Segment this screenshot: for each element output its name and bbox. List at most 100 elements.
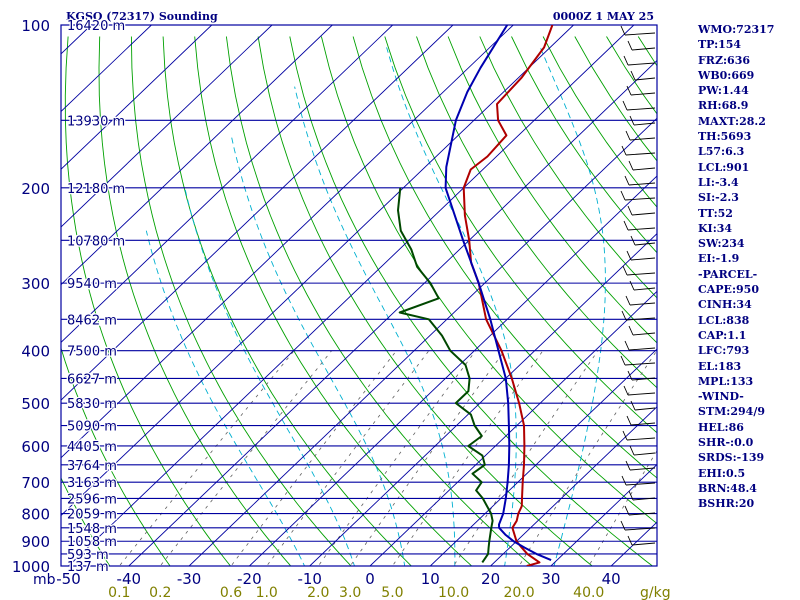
dry-adiabat — [384, 36, 657, 434]
wind-barb — [629, 115, 635, 126]
wind-barb — [627, 62, 656, 66]
isotherm — [61, 25, 574, 517]
wind-barb — [632, 167, 656, 171]
wind-barb — [628, 347, 656, 351]
mixing-ratio-line — [159, 350, 332, 566]
pressure-tick-label: 700 — [21, 474, 50, 492]
stat-item: EL:183 — [698, 359, 742, 373]
mixing-ratio-line — [518, 350, 657, 566]
stat-item: TT:52 — [698, 206, 733, 220]
isotherm — [128, 59, 657, 566]
isotherm — [309, 233, 657, 566]
height-label: 10780 m — [67, 234, 125, 249]
pressure-tick-label: 300 — [21, 275, 50, 293]
mixing-ratio-line — [317, 350, 477, 566]
height-label: 6627 m — [67, 372, 117, 387]
wind-barb — [628, 325, 634, 336]
mixing-ratio-tick-label: 0.1 — [108, 585, 130, 600]
stat-item: CAPE:950 — [698, 283, 759, 297]
mixing-ratio-tick-label: 20.0 — [503, 585, 534, 600]
dry-adiabat — [194, 36, 473, 566]
wind-barb — [620, 355, 626, 366]
pressure-tick-label: 600 — [21, 438, 50, 456]
height-label: 3764 m — [67, 459, 117, 474]
dewpoint-trace — [397, 187, 494, 563]
parcel-trace — [444, 25, 552, 562]
stat-item: SI:-2.3 — [698, 191, 739, 205]
wind-barb — [621, 310, 627, 321]
wind-barb — [624, 362, 656, 366]
dry-adiabat — [479, 36, 657, 299]
pressure-tick-label: 1000 — [12, 558, 50, 576]
wind-barb — [629, 467, 656, 471]
wind-barb — [626, 107, 656, 111]
wind-barb — [623, 220, 629, 231]
mixing-ratio-tick-label: 10.0 — [438, 585, 469, 600]
stat-item: SHR-:0.0 — [698, 436, 754, 450]
wind-barb — [620, 190, 626, 201]
sounding-traces — [397, 25, 554, 566]
stat-item: EI:-1.9 — [698, 252, 740, 266]
wind-barb — [624, 505, 630, 516]
wind-barb — [634, 242, 656, 246]
wind-barb — [628, 512, 656, 516]
temperature-tick-label: 30 — [541, 570, 560, 588]
wind-barb — [626, 250, 632, 261]
stat-item: SW:234 — [698, 237, 745, 251]
pressure-tick-label: 400 — [21, 343, 50, 361]
wind-barb — [627, 40, 633, 51]
wind-barb — [623, 385, 629, 396]
temperature-tick-label: -30 — [177, 570, 202, 588]
wind-barb — [633, 122, 656, 126]
wind-barb — [626, 437, 656, 441]
wind-barb — [629, 302, 656, 306]
isotherm — [61, 25, 273, 228]
wind-barb — [621, 145, 627, 156]
wind-barb — [621, 475, 627, 486]
height-label: 2596 m — [67, 492, 117, 507]
isotherm — [61, 25, 454, 401]
isotherm — [429, 348, 657, 566]
wind-barb — [634, 407, 656, 411]
wind-barb — [631, 212, 656, 216]
stat-item: PW:1.44 — [698, 84, 749, 98]
temperature-tick-label: 20 — [481, 570, 500, 588]
dry-adiabat — [416, 36, 657, 389]
wind-barbs — [620, 25, 656, 546]
dry-adiabat — [225, 36, 533, 566]
mixing-ratio-line — [349, 350, 506, 566]
isotherm — [61, 25, 213, 170]
stat-item: WB0:669 — [698, 68, 755, 82]
stat-item: TH:5693 — [698, 130, 752, 144]
wind-barb — [631, 47, 656, 51]
wind-barb — [622, 100, 628, 111]
chart-title: KGSO (72317) Sounding — [66, 10, 218, 23]
isotherm — [68, 25, 635, 566]
stat-item: BSHR:20 — [698, 497, 755, 511]
temperature-trace — [462, 25, 554, 566]
height-label: 5830 m — [67, 397, 117, 412]
wind-barb — [634, 77, 656, 81]
height-label: 13930 m — [67, 114, 125, 129]
stat-item: CAP:1.1 — [698, 328, 747, 342]
mixing-ratio-tick-label: 2.0 — [307, 585, 329, 600]
mixing-ratio-tick-label: 40.0 — [573, 585, 604, 600]
mixing-ratio-line — [118, 350, 295, 566]
dry-adiabat — [447, 36, 657, 344]
stat-item: LCL:901 — [698, 160, 750, 174]
isotherm — [61, 25, 514, 459]
height-label: 16420 m — [67, 19, 125, 34]
dry-adiabat — [64, 36, 231, 566]
wind-barb — [620, 25, 626, 36]
wind-barb — [625, 460, 631, 471]
dry-adiabat — [61, 476, 111, 566]
wind-barb — [624, 32, 656, 36]
height-label: 1058 m — [67, 535, 117, 550]
stat-item: -PARCEL- — [698, 267, 758, 281]
wind-barb — [626, 272, 656, 276]
wind-barb — [627, 205, 633, 216]
dry-adiabat — [352, 36, 657, 479]
mixing-ratio-line — [230, 350, 397, 566]
wind-barb — [630, 235, 636, 246]
